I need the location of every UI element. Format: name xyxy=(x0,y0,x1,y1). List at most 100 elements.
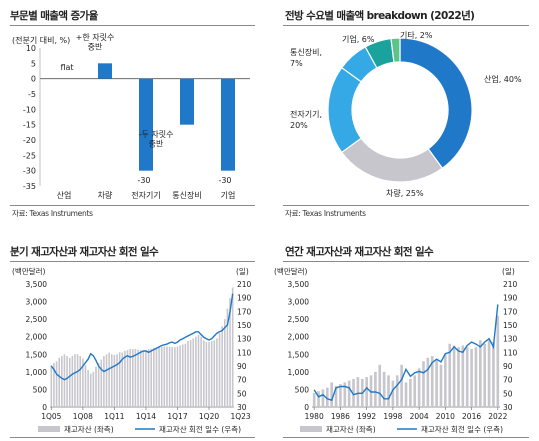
panel3-y2-tick-label: 50 xyxy=(237,389,247,398)
panel3-bar xyxy=(116,354,118,407)
panel3-bar xyxy=(168,346,171,407)
panel4-y-tick-label: 500 xyxy=(295,385,310,394)
panel1-x-tick-label: 기업 xyxy=(221,191,236,200)
panel1-y-tick-label: -35 xyxy=(23,182,36,191)
panel1-data-label: -30 xyxy=(137,176,150,185)
panel4-bar xyxy=(343,382,347,407)
panel4-bar xyxy=(417,368,421,407)
panel4-bar xyxy=(334,385,338,407)
panel3-bar xyxy=(68,357,71,407)
panel3-bar xyxy=(216,338,218,407)
panel4-y2-tick-label: 210 xyxy=(503,280,518,289)
panel4-y2-unit-label: (일) xyxy=(502,267,515,276)
panel1-y-tick-label: 5 xyxy=(31,59,36,68)
panel3-bar xyxy=(66,356,68,407)
panel3-bar xyxy=(137,349,139,407)
panel3-bar xyxy=(184,343,187,407)
panel3-x-tick-label: 1Q14 xyxy=(136,412,156,421)
panel3-bar xyxy=(166,346,168,407)
panel3-x-tick-label: 1Q08 xyxy=(73,412,93,421)
panel3-bar xyxy=(103,356,105,407)
panel3-bar xyxy=(139,350,142,407)
panel3-y2-tick-label: 30 xyxy=(237,403,247,412)
panel4-bar xyxy=(487,340,491,407)
panel3-bar xyxy=(53,363,55,407)
panel2-data-label: 기타, 2% xyxy=(400,31,433,40)
panel3-bar xyxy=(134,349,137,407)
panel1-y-tick-label: -20 xyxy=(23,136,36,145)
panel4-y2-tick-label: 50 xyxy=(503,389,513,398)
panel3-bar xyxy=(113,354,116,407)
panel1-x-tick-label: 통신장비 xyxy=(172,190,201,200)
panel3-y-tick-label: 2,500 xyxy=(26,315,48,324)
panel3-y2-tick-label: 150 xyxy=(237,321,252,330)
panel4-x-tick-label: 1986 xyxy=(331,412,350,421)
panel2-data-label: 전자기기, 20% xyxy=(290,109,322,130)
panel3-y2-tick-label: 70 xyxy=(237,376,247,385)
panel2-top-rule xyxy=(283,25,529,26)
panel3-bar xyxy=(82,358,84,407)
panel3-top-rule xyxy=(10,261,255,262)
panel3-bar xyxy=(84,364,87,407)
panel4-legend-bar-label: 재고자산 (좌측) xyxy=(326,424,376,434)
panel2-data-label: 기업, 6% xyxy=(342,35,375,44)
panel2-donut-slice xyxy=(340,137,444,183)
panel3-y-unit-label: (백만달러) xyxy=(12,266,46,276)
panel1-title: 부문별 매출액 증가율 xyxy=(10,10,98,22)
panel2-title: 전방 수요별 매출액 breakdown (2022년) xyxy=(285,10,475,22)
panel4-bar xyxy=(483,343,487,407)
panel3-bar xyxy=(202,340,205,407)
panel1-y-tick-label: -25 xyxy=(23,151,36,160)
panel3-bar xyxy=(132,349,134,407)
panel1-x-tick-label: 산업 xyxy=(57,190,72,200)
panel1-y-tick-label: -30 xyxy=(23,167,36,176)
panel3-bar xyxy=(229,298,231,407)
panel3-bar xyxy=(189,340,192,407)
panel3-bar xyxy=(221,326,223,407)
panel3-y-tick-label: 2,000 xyxy=(26,333,48,342)
panel1-bar xyxy=(180,78,194,125)
panel3-bar xyxy=(192,338,195,407)
panel4-bar xyxy=(352,378,355,407)
panel4-y2-tick-label: 110 xyxy=(503,348,518,357)
panel3-y-tick-label: 0 xyxy=(42,403,47,412)
panel4-bar xyxy=(474,347,478,407)
panel3-x-tick-label: 1Q17 xyxy=(167,412,187,421)
panel4-y-tick-label: 2,500 xyxy=(288,315,310,324)
panel3-bar xyxy=(150,348,152,407)
panel3-bar xyxy=(208,341,210,407)
panel3-bar xyxy=(210,340,213,407)
panel4-bar xyxy=(321,389,325,407)
panel4-bar xyxy=(465,347,469,407)
panel3-bar xyxy=(195,336,197,407)
panel3-bar xyxy=(145,350,147,407)
panel4-x-tick-label: 1992 xyxy=(357,412,376,421)
panel3-bar xyxy=(129,349,131,407)
panel3-y-tick-label: 3,500 xyxy=(26,280,48,289)
panel4-bar xyxy=(404,382,408,407)
panel4-bar xyxy=(339,384,342,407)
panel1-y-tick-label: -5 xyxy=(28,90,36,99)
panel4-x-tick-label: 1980 xyxy=(305,412,324,421)
panel3-bar xyxy=(171,347,174,407)
panel3-bar xyxy=(55,361,58,407)
panel4-x-tick-label: 2016 xyxy=(462,412,481,421)
panel4-x-tick-label: 2022 xyxy=(488,412,507,421)
panel4-bar xyxy=(365,377,368,407)
panel3-bar xyxy=(71,356,74,407)
panel4-x-tick-label: 1998 xyxy=(383,412,402,421)
panel1-data-label: flat xyxy=(60,63,73,72)
panel4-x-tick-label: 2004 xyxy=(410,412,429,421)
panel3-bar xyxy=(142,350,145,407)
panel1-source: 자료: Texas Instruments xyxy=(12,209,93,218)
panel4-bar xyxy=(439,364,443,407)
panel3-bar xyxy=(118,352,121,407)
panel3-bar xyxy=(97,363,100,407)
panel3-bar xyxy=(61,356,63,407)
panel1-y-tick-label: -10 xyxy=(23,105,36,114)
panel3-line-series xyxy=(50,293,234,381)
panel4-y-tick-label: 0 xyxy=(304,403,309,412)
panel3-bar xyxy=(63,354,66,407)
panel3-y-tick-label: 1,500 xyxy=(26,350,48,359)
panel4-bar xyxy=(479,340,482,407)
